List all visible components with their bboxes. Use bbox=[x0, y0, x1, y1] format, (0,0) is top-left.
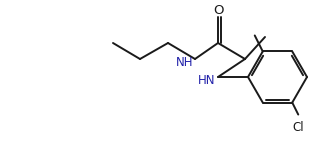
Text: Cl: Cl bbox=[292, 121, 304, 134]
Text: O: O bbox=[213, 4, 223, 16]
Text: HN: HN bbox=[198, 75, 215, 88]
Text: NH: NH bbox=[176, 57, 193, 69]
